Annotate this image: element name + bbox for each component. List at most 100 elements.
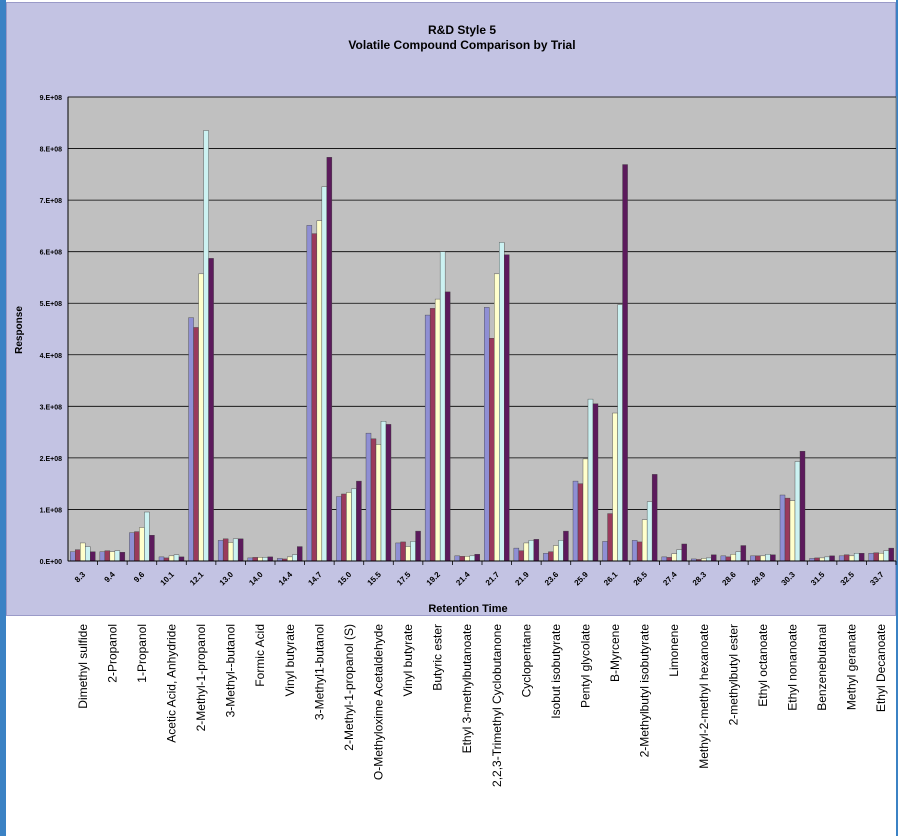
bar-8.3-series-3	[80, 542, 86, 562]
compound-label: 1-Propanol	[135, 624, 149, 683]
bar-9.4-series-2	[104, 550, 111, 562]
bar-13.0-series-2	[222, 538, 229, 562]
x-tick-label: 32.5	[839, 570, 857, 588]
bar-33.7-series-2	[873, 552, 879, 562]
bar-9.6-series-4	[144, 511, 150, 562]
bar-9.4-series-1	[99, 551, 106, 562]
bar-14.7-series-1	[306, 225, 313, 562]
x-tick-label: 28.6	[720, 570, 738, 588]
bar-26.5-series-2	[636, 541, 643, 562]
bar-14.7-series-5	[326, 157, 333, 562]
compound-label: 2-Methyl-1-propanol	[194, 624, 208, 731]
x-tick-label: 14.7	[306, 570, 324, 588]
bar-12.1-series-1	[188, 317, 194, 562]
bar-28.3-series-5	[711, 554, 717, 562]
compound-label: 3-Methyl--butanol	[224, 624, 238, 717]
bar-21.4-series-1	[454, 555, 460, 562]
x-tick-label: 21.7	[484, 570, 502, 588]
bar-21.9-series-4	[528, 540, 535, 562]
bar-30.3-series-5	[799, 450, 806, 562]
compound-label: 2,2,3-Trimethyl Cyclobutanone	[490, 624, 504, 787]
bar-13.0-series-5	[237, 538, 244, 562]
bar-14.4-series-4	[292, 554, 298, 562]
bar-28.6-series-2	[725, 556, 732, 562]
x-tick-label: 9.6	[132, 570, 147, 585]
x-tick-label: 33.7	[868, 570, 886, 588]
bar-32.5-series-1	[838, 555, 845, 562]
bar-8.3-series-4	[85, 546, 91, 562]
bar-31.5-series-4	[824, 556, 830, 562]
compound-label: Methyl geranate	[845, 624, 859, 710]
x-tick-label: 14.4	[277, 570, 295, 588]
compound-label: Isobut isobutyrate	[549, 624, 563, 719]
x-tick-label: 25.9	[573, 570, 591, 588]
bar-21.7-series-4	[499, 242, 505, 562]
bar-10.1-series-4	[173, 554, 180, 562]
bar-28.9-series-2	[755, 555, 761, 562]
bar-21.9-series-3	[523, 542, 530, 562]
bar-17.5-series-4	[410, 541, 416, 562]
bar-32.5-series-2	[843, 554, 850, 562]
bar-21.9-series-5	[533, 539, 540, 562]
bar-26.5-series-5	[651, 474, 658, 562]
bar-26.1-series-5	[622, 164, 628, 562]
x-axis-label: Retention Time	[428, 603, 507, 615]
bar-27.4-series-2	[666, 557, 672, 562]
bar-19.2-series-1	[424, 314, 431, 562]
y-tick-labels: 0.E+00 1.E+08 2.E+08 3.E+08 4.E+08 5.E+08 6.E+…	[40, 95, 62, 566]
bar-9.6-series-3	[139, 527, 145, 562]
compound-label: Ethyl octanoate	[756, 624, 770, 707]
x-tick-label: 12.1	[188, 570, 206, 588]
bar-25.9-series-5	[592, 403, 599, 562]
y-tick-label: 0.E+00	[40, 559, 62, 566]
bar-28.9-series-3	[760, 555, 766, 562]
bar-27.4-series-3	[671, 553, 677, 562]
bar-32.5-series-5	[858, 553, 865, 562]
bar-14.0-series-2	[252, 557, 258, 562]
bar-9.6-series-2	[134, 531, 140, 562]
bar-10.1-series-3	[168, 555, 175, 562]
bar-28.6-series-4	[735, 551, 742, 562]
bar-9.6-series-1	[129, 532, 135, 562]
compound-labels: Dimethyl sulfide 2-Propanol 1-Propanol Acet…	[76, 624, 888, 787]
compound-label: 2-Propanol	[105, 624, 119, 683]
bar-13.0-series-4	[232, 538, 239, 562]
y-axis-label: Response	[14, 306, 25, 354]
bar-21.7-series-2	[489, 338, 495, 562]
bar-14.7-series-2	[311, 233, 318, 562]
x-tick-label: 26.5	[632, 570, 650, 588]
bar-25.9-series-4	[587, 398, 594, 562]
x-tick-label: 21.9	[513, 570, 531, 588]
bar-26.1-series-4	[617, 304, 623, 562]
bar-28.6-series-5	[740, 545, 747, 562]
bar-12.1-series-3	[198, 273, 204, 562]
compound-label: Vinyl butyrate	[401, 624, 415, 697]
compound-label: O-Methyloxime Acetaldehyde	[372, 624, 386, 780]
bar-33.7-series-5	[888, 547, 894, 562]
bar-9.4-series-5	[119, 552, 126, 562]
bar-30.3-series-2	[784, 497, 791, 562]
bar-30.3-series-4	[794, 461, 801, 562]
compound-label: 2-Methylbutyl isobutyrate	[638, 624, 652, 758]
y-tick-label: 2.E+08	[40, 456, 62, 463]
bar-32.5-series-3	[848, 555, 855, 562]
bar-17.5-series-2	[400, 541, 406, 562]
bar-14.4-series-5	[297, 546, 303, 562]
bar-21.4-series-2	[459, 556, 465, 562]
bar-23.6-series-4	[558, 540, 564, 562]
x-tick-label: 21.4	[454, 570, 472, 588]
x-tick-label: 30.3	[780, 570, 798, 588]
bar-15.5-series-3	[375, 444, 382, 562]
x-tick-label: 28.9	[750, 570, 768, 588]
bar-13.0-series-1	[217, 540, 224, 562]
bar-15.0-series-3	[346, 492, 352, 562]
x-tick-label: 15.0	[336, 570, 354, 588]
bar-17.5-series-5	[415, 530, 421, 562]
bar-10.1-series-1	[158, 556, 165, 562]
bar-12.1-series-2	[193, 327, 199, 562]
bar-14.0-series-3	[257, 557, 263, 562]
x-tick-label: 26.1	[602, 570, 620, 588]
bar-15.5-series-1	[365, 432, 372, 562]
x-tick-label: 14.0	[247, 570, 265, 588]
bar-27.4-series-5	[681, 543, 687, 562]
